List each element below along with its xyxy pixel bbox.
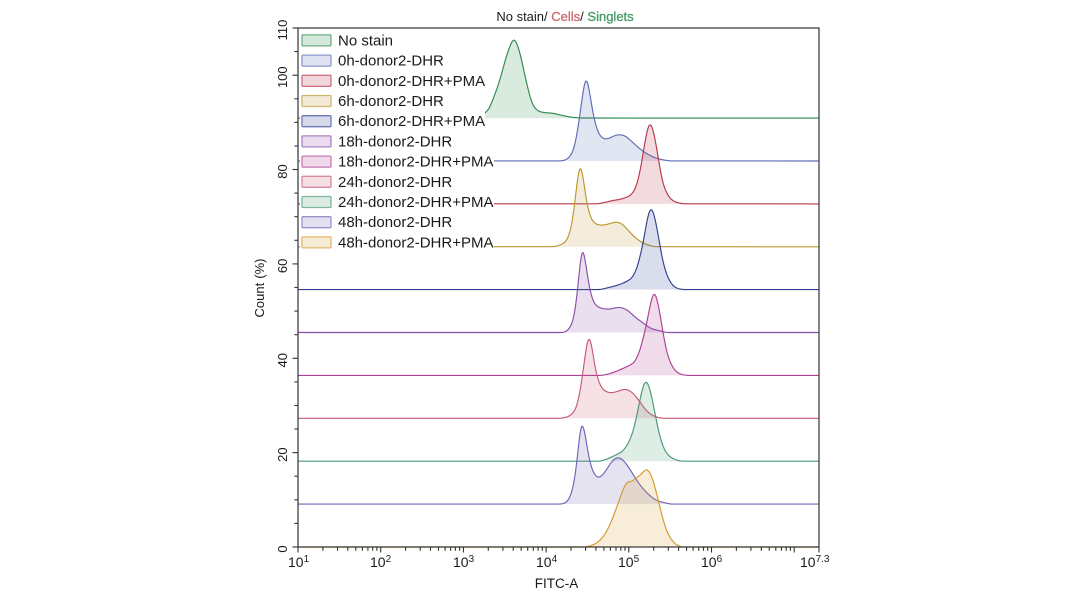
svg-text:6h-donor2-DHR+PMA: 6h-donor2-DHR+PMA [338,113,485,130]
svg-text:24h-donor2-DHR+PMA: 24h-donor2-DHR+PMA [338,194,494,211]
svg-text:80: 80 [275,164,290,178]
svg-text:No stain/ Cells/ Singlets: No stain/ Cells/ Singlets [496,9,634,24]
svg-text:48h-donor2-DHR: 48h-donor2-DHR [338,214,452,231]
svg-text:18h-donor2-DHR+PMA: 18h-donor2-DHR+PMA [338,154,494,171]
svg-text:20: 20 [275,447,290,461]
svg-text:18h-donor2-DHR: 18h-donor2-DHR [338,133,452,150]
svg-text:0: 0 [275,545,290,552]
svg-text:24h-donor2-DHR: 24h-donor2-DHR [338,174,452,191]
svg-text:110: 110 [275,20,290,41]
svg-text:60: 60 [275,259,290,273]
svg-text:100: 100 [275,66,290,88]
svg-text:0h-donor2-DHR+PMA: 0h-donor2-DHR+PMA [338,73,485,90]
svg-text:0h-donor2-DHR: 0h-donor2-DHR [338,53,444,70]
svg-text:Count(%): Count(%) [252,259,267,318]
svg-text:6h-donor2-DHR: 6h-donor2-DHR [338,93,444,110]
svg-text:40: 40 [275,353,290,367]
svg-text:No stain: No stain [338,32,393,49]
svg-text:48h-donor2-DHR+PMA: 48h-donor2-DHR+PMA [338,234,494,251]
svg-text:FITC-A: FITC-A [535,576,579,591]
